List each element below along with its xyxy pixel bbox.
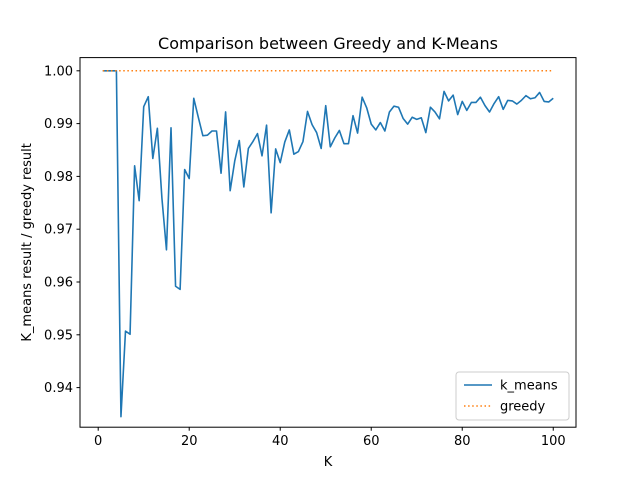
y-tick-label: 0.99: [44, 117, 73, 132]
y-axis-label: K_means result / greedy result: [20, 143, 35, 341]
y-tick-label: 0.94: [44, 381, 73, 396]
axis-ticks: 0 20 40 60 80 100 0.94 0.95 0.96 0.97 0.98 0.99 1.00: [44, 64, 566, 449]
x-tick-label: 100: [541, 434, 566, 449]
y-tick-label: 0.96: [44, 276, 73, 291]
y-tick-label: 1.00: [44, 64, 73, 79]
legend-box: [455, 371, 570, 421]
x-axis-label: K: [324, 455, 333, 470]
x-tick-label: 60: [363, 434, 380, 449]
axes-frame: [79, 57, 577, 428]
series-line-k-means: [102, 70, 554, 418]
series-layer: [102, 70, 554, 418]
x-tick-label: 0: [94, 434, 102, 449]
y-tick-label: 0.98: [44, 170, 73, 185]
x-tick-label: 40: [272, 434, 289, 449]
legend-label-greedy: greedy: [500, 400, 546, 415]
x-tick-label: 20: [181, 434, 198, 449]
y-tick-label: 0.97: [44, 223, 73, 238]
legend-label-k-means: k_means: [500, 379, 558, 394]
chart-title: Comparison between Greedy and K-Means: [158, 34, 498, 53]
x-tick-label: 80: [454, 434, 471, 449]
y-tick-label: 0.95: [44, 328, 73, 343]
